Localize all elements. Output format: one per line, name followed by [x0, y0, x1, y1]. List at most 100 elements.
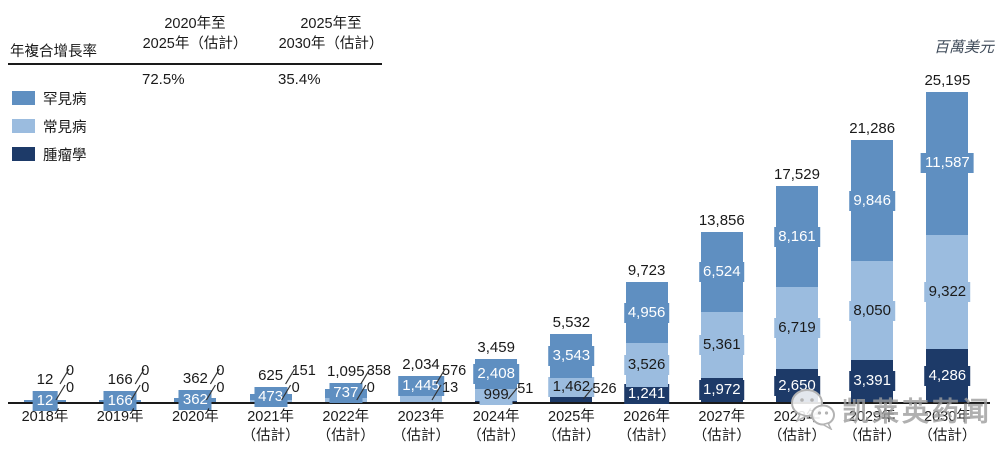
- outside-label: 0: [141, 380, 150, 396]
- total-label: 625: [258, 367, 284, 385]
- cagr-value-2: 35.4%: [278, 71, 321, 88]
- total-label: 3,459: [477, 339, 515, 357]
- legend-swatch-rare: [12, 91, 35, 105]
- x-axis-label-2024年: 2024年 （估計）: [454, 408, 538, 446]
- x-axis-label-2025年: 2025年 （估計）: [529, 408, 613, 446]
- x-axis-year: 2027年: [698, 409, 746, 425]
- bar-segment-onc-2025年: [550, 395, 593, 402]
- x-axis-label-2027年: 2027年 （估計）: [680, 408, 764, 446]
- x-axis-estimate-suffix: （估計）: [467, 428, 526, 444]
- bar-segment-common-2023年: [400, 394, 442, 402]
- x-axis-label-2019年: 2019年: [78, 408, 162, 427]
- segment-label-rare: 166: [103, 390, 137, 411]
- x-axis-label-2026年: 2026年 （估計）: [605, 408, 689, 446]
- legend-label-common: 常見病: [43, 119, 87, 136]
- total-label: 17,529: [774, 166, 820, 184]
- x-axis-year: 2019年: [96, 409, 144, 425]
- x-axis-estimate-suffix: （估計）: [316, 428, 375, 444]
- cagr-period-2-line1: 2025年至: [300, 16, 362, 32]
- x-axis-label-2020年: 2020年: [153, 408, 237, 427]
- total-label: 9,723: [627, 262, 666, 280]
- legend-swatch-common: [12, 119, 35, 133]
- x-axis-year: 2030年: [924, 409, 971, 425]
- x-axis-year: 2028年: [773, 409, 821, 425]
- segment-label-common: 8,050: [849, 300, 895, 321]
- header-rule: [8, 63, 382, 65]
- cagr-period-1-line2: 2025年（估計）: [142, 36, 248, 52]
- outside-label: 358: [366, 363, 391, 379]
- segment-label-rare: 3,543: [548, 345, 595, 366]
- x-axis-estimate-suffix: （估計）: [768, 428, 826, 444]
- cagr-axis-label: 年複合增長率: [10, 44, 97, 60]
- x-axis-label-2028年: 2028年 （估計）: [755, 408, 839, 446]
- x-axis-label-2029年: 2029年 （估計）: [830, 408, 914, 446]
- total-label: 13,856: [698, 211, 745, 229]
- x-axis-estimate-suffix: （估計）: [392, 428, 450, 444]
- total-label: 21,286: [849, 120, 896, 138]
- outside-label: 0: [141, 363, 150, 379]
- x-axis-label-2018年: 2018年: [3, 408, 87, 427]
- legend-label-rare: 罕見病: [43, 91, 87, 108]
- total-label: 1,095: [327, 363, 365, 381]
- segment-label-rare: 6,524: [699, 261, 745, 282]
- outside-label: 0: [366, 380, 375, 396]
- x-axis-year: 2025年: [548, 409, 595, 425]
- segment-label-rare: 737: [329, 383, 363, 404]
- total-label: 25,195: [924, 72, 971, 89]
- legend-swatch-oncology: [12, 147, 35, 161]
- segment-label-rare: 12: [32, 391, 58, 411]
- total-label: 2,034: [402, 355, 440, 373]
- segment-label-rare: 9,846: [849, 190, 895, 211]
- segment-label-onc: 3,391: [849, 371, 895, 392]
- segment-label-common: 1,462: [548, 376, 595, 397]
- outside-label: 0: [216, 380, 225, 396]
- legend: 罕見病 常見病 腫瘤學: [12, 88, 87, 172]
- legend-item-common: 常見病: [12, 116, 87, 136]
- segment-label-rare: 2,408: [473, 364, 519, 385]
- x-axis-year: 2021年: [247, 409, 294, 425]
- segment-label-rare: 473: [254, 387, 288, 408]
- segment-label-rare: 8,161: [774, 226, 820, 247]
- legend-item-rare: 罕見病: [12, 88, 87, 108]
- segment-label-rare: 11,587: [921, 153, 974, 174]
- cagr-value-1: 72.5%: [142, 71, 185, 88]
- outside-label: 576: [442, 363, 467, 379]
- segment-label-common: 9,322: [924, 281, 971, 302]
- outside-label: 13: [442, 380, 459, 396]
- total-label: 5,532: [552, 313, 591, 331]
- cagr-period-2: 2025年至 2030年（估計）: [272, 14, 390, 54]
- legend-label-oncology: 腫瘤學: [43, 147, 87, 164]
- x-axis-label-2022年: 2022年 （估計）: [304, 408, 388, 446]
- x-axis-year: 2023年: [397, 409, 445, 425]
- segment-label-onc: 4,286: [924, 365, 971, 386]
- y-axis-unit-label: 百萬美元: [933, 39, 994, 56]
- outside-label: 0: [66, 363, 75, 379]
- cagr-period-1-line1: 2020年至: [164, 16, 226, 32]
- outside-label: 151: [291, 363, 316, 379]
- x-axis-year: 2022年: [322, 409, 370, 425]
- x-axis-estimate-suffix: （估計）: [542, 428, 601, 444]
- segment-label-common: 6,719: [774, 318, 820, 339]
- segment-label-onc: 1,241: [623, 384, 670, 405]
- x-axis-label-2030年: 2030年 （估計）: [905, 408, 989, 446]
- total-label: 12: [36, 371, 54, 388]
- segment-label-rare: 362: [178, 389, 212, 410]
- segment-label-onc: 1,972: [699, 379, 745, 400]
- cagr-period-2-line2: 2030年（估計）: [278, 36, 384, 52]
- segment-label-onc: 2,650: [774, 375, 820, 396]
- segment-label-common: 999: [479, 385, 513, 406]
- x-axis-year: 2020年: [172, 409, 219, 425]
- x-axis-estimate-suffix: （估計）: [843, 428, 902, 444]
- x-axis-estimate-suffix: （估計）: [241, 428, 300, 444]
- x-axis-year: 2024年: [472, 409, 520, 425]
- outside-label: 0: [291, 380, 300, 396]
- segment-label-common: 5,361: [699, 334, 745, 355]
- x-axis-estimate-suffix: （估計）: [617, 428, 676, 444]
- x-axis-estimate-suffix: （估計）: [918, 428, 977, 444]
- x-axis-label-2023年: 2023年 （估計）: [379, 408, 463, 446]
- segment-label-rare: 1,445: [398, 375, 444, 396]
- segment-label-common: 3,526: [623, 355, 670, 376]
- x-axis-year: 2026年: [623, 409, 670, 425]
- total-label: 166: [107, 370, 133, 388]
